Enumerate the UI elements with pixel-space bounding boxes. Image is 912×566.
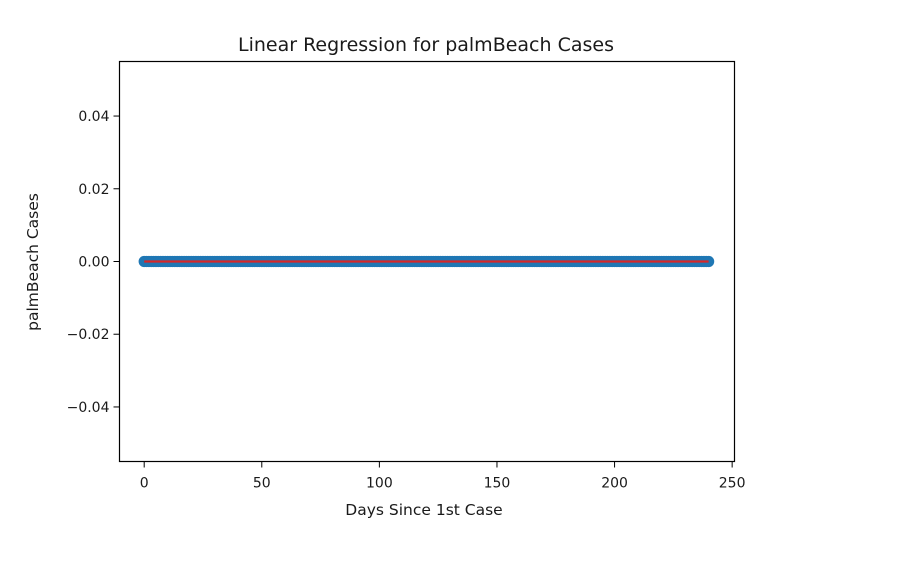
- x-tick-label: 200: [601, 476, 628, 492]
- y-tick-label: 0.04: [78, 109, 109, 125]
- y-tick-label: −0.02: [67, 327, 110, 343]
- x-axis: 0 50 100 150 200 250: [140, 461, 746, 492]
- plot-frame: [118, 60, 736, 463]
- x-tick-label: 0: [140, 476, 149, 492]
- x-tick-label: 150: [484, 476, 511, 492]
- x-tick-label: 50: [253, 476, 271, 492]
- y-axis: −0.04 −0.02 0.00 0.02 0.04: [67, 109, 120, 416]
- x-axis-label: Days Since 1st Case: [345, 501, 502, 519]
- plot-area: [138, 255, 715, 268]
- y-tick-label: 0.00: [78, 255, 109, 271]
- x-tick-label: 100: [366, 476, 393, 492]
- chart-title: Linear Regression for palmBeach Cases: [238, 34, 614, 56]
- x-tick-label: 250: [719, 476, 746, 492]
- y-axis-label: palmBeach Cases: [24, 193, 42, 331]
- y-tick-label: 0.02: [78, 182, 109, 198]
- y-tick-label: −0.04: [67, 400, 110, 416]
